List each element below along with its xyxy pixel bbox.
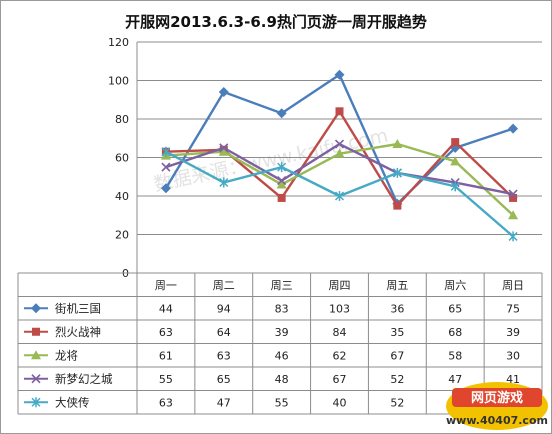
table-cell-value: 63 (217, 349, 231, 362)
table-cell-value: 48 (275, 373, 289, 386)
series-3 (160, 139, 519, 220)
table-cell-value: 35 (390, 326, 404, 339)
logo-sub-text: www.40407.com (446, 414, 548, 427)
chart-title: 开服网2013.6.3-6.9热门页游一周开服趋势 (125, 13, 427, 31)
data-point (393, 201, 402, 210)
data-point (160, 183, 171, 194)
y-tick-label: 120 (108, 36, 129, 49)
table-cell-value: 67 (390, 349, 404, 362)
data-point (392, 139, 403, 149)
x-tick-label: 周日 (502, 279, 524, 292)
data-point (392, 167, 402, 178)
table-cell-value: 40 (333, 396, 347, 409)
table-cell-value: 55 (159, 373, 173, 386)
table-cell-value: 30 (506, 349, 520, 362)
logo-banner (452, 388, 542, 407)
data-point (509, 193, 518, 202)
data-point (508, 189, 518, 199)
table-cell-value: 39 (275, 326, 289, 339)
data-point (450, 181, 460, 192)
table-cell-value: 36 (390, 302, 404, 315)
logo-main-text: 网页游戏 (471, 390, 523, 406)
data-point (219, 177, 229, 188)
table-cell-value: 64 (217, 326, 231, 339)
y-tick-label: 100 (108, 75, 129, 88)
y-tick-label: 80 (115, 113, 129, 126)
table-cell-value: 47 (448, 373, 462, 386)
series-5 (161, 146, 518, 242)
data-point (277, 176, 287, 186)
data-point (451, 138, 460, 147)
table-cell-value: 75 (506, 302, 520, 315)
data-point (276, 108, 287, 119)
table-cell-value: 61 (159, 349, 173, 362)
data-point (508, 231, 518, 242)
table-cell-value: 63 (159, 396, 173, 409)
data-point (450, 156, 461, 166)
series-name: 大侠传 (55, 395, 90, 409)
table-cell-value: 47 (217, 396, 231, 409)
data-point (218, 87, 229, 98)
x-tick-label: 周三 (271, 279, 293, 292)
table-cell-value: 46 (275, 349, 289, 362)
table-cell-value: 62 (333, 349, 347, 362)
x-tick-label: 周四 (329, 279, 351, 292)
data-point (334, 69, 345, 80)
data-point (334, 148, 345, 158)
data-point (161, 162, 171, 172)
table-cell-value: 68 (448, 326, 462, 339)
series-name: 龙将 (55, 348, 78, 362)
table-cell-value: 58 (448, 349, 462, 362)
table-cell-value: 55 (275, 396, 289, 409)
data-point (277, 162, 287, 173)
table-cell-value: 39 (506, 326, 520, 339)
legend-marker (31, 350, 41, 360)
series-name: 街机三国 (55, 301, 101, 315)
x-tick-label: 周五 (386, 279, 408, 292)
legend-marker (31, 303, 41, 314)
legend-marker (31, 397, 41, 408)
data-point (334, 191, 345, 201)
x-tick-label: 周一 (155, 279, 177, 292)
data-point (335, 107, 344, 116)
series-name: 新梦幻之城 (55, 372, 113, 386)
table-cell-value: 41 (506, 373, 520, 386)
data-point (219, 143, 229, 153)
data-point (277, 193, 286, 202)
data-point (161, 146, 171, 157)
y-tick-label: 60 (115, 152, 129, 165)
y-tick-label: 20 (115, 229, 129, 242)
series-layer (160, 69, 519, 242)
table-cell-value: 44 (159, 302, 173, 315)
series-name: 烈火战神 (55, 325, 101, 339)
table-cell-value: 67 (333, 373, 347, 386)
table-cell-value: 63 (159, 326, 173, 339)
table-cell-value: 65 (217, 373, 231, 386)
x-tick-label: 周六 (444, 279, 466, 292)
data-point (218, 146, 229, 156)
table-cell-value: 84 (333, 326, 347, 339)
y-tick-label: 40 (115, 190, 129, 203)
data-point (334, 139, 345, 149)
data-point (508, 210, 519, 220)
site-logo: 网页游戏 www.40407.com (446, 382, 548, 430)
table-cell-value: 94 (217, 302, 231, 315)
x-tick-label: 周二 (213, 279, 235, 292)
legend-marker (31, 374, 41, 384)
table-cell-value: 52 (390, 373, 404, 386)
table-cell-value: 52 (390, 396, 404, 409)
table-cell-value: 83 (275, 302, 289, 315)
table-cell-value: 103 (329, 302, 350, 315)
legend-marker (32, 327, 40, 336)
table-cell-value: 65 (448, 302, 462, 315)
data-point (276, 179, 287, 189)
data-point (508, 123, 519, 134)
